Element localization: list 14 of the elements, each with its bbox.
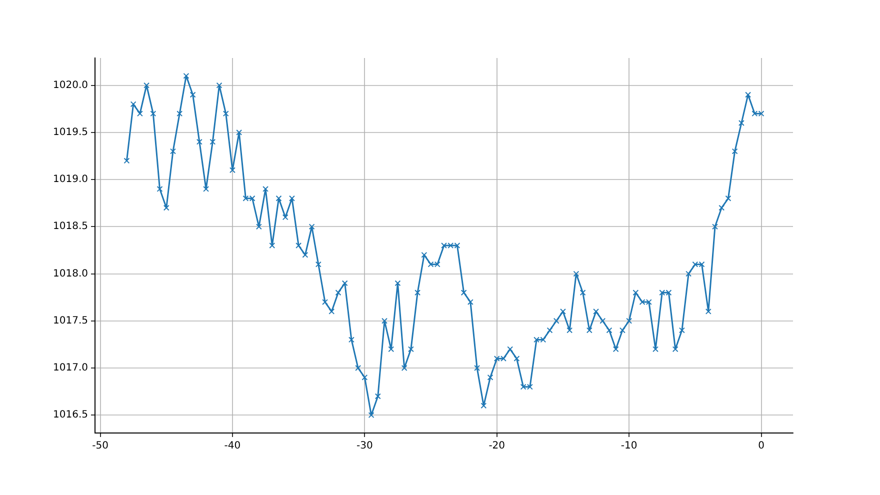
x-tick-label: -10 [620, 440, 638, 452]
x-tick-label: -40 [224, 440, 241, 452]
x-tick-label: -20 [488, 440, 506, 452]
y-tick-label: 1016.5 [52, 410, 88, 421]
y-tick-label: 1018.0 [52, 268, 88, 280]
y-tick-label: 1020.0 [52, 80, 88, 91]
y-tick-label: 1017.5 [52, 315, 88, 326]
y-tick-label: 1019.0 [52, 174, 88, 186]
x-tick-label: 0 [758, 440, 764, 452]
y-tick-label: 1018.5 [52, 221, 88, 232]
x-tick-label: -30 [356, 440, 373, 452]
y-tick-label: 1017.0 [52, 362, 88, 374]
x-tick-label: -50 [92, 440, 108, 452]
y-tick-label: 1019.5 [52, 127, 88, 138]
